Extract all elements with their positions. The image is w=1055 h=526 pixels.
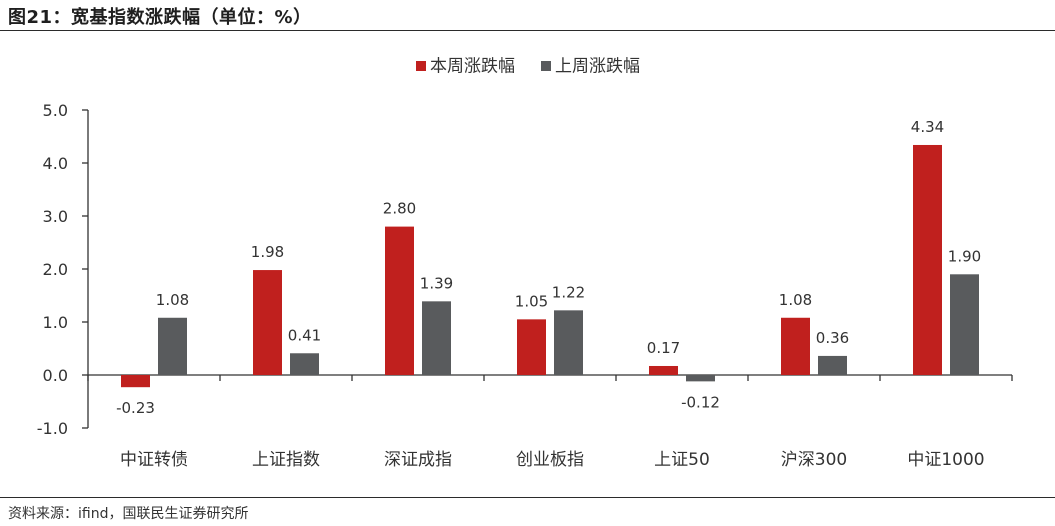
y-tick-label: 3.0 — [43, 207, 68, 226]
legend-swatch — [416, 61, 426, 71]
legend-label: 上周涨跌幅 — [555, 57, 640, 77]
bar-last-week — [686, 375, 715, 382]
bar-this-week — [649, 365, 678, 375]
data-label: -0.12 — [681, 393, 720, 411]
data-label: 1.98 — [251, 243, 284, 261]
data-label: 1.22 — [552, 283, 585, 301]
bar-this-week — [517, 319, 546, 375]
category-label: 中证转债 — [120, 450, 188, 470]
category-label: 创业板指 — [516, 450, 584, 470]
top-divider — [0, 30, 1055, 31]
data-label: 0.41 — [288, 326, 321, 344]
y-tick-label: 5.0 — [43, 101, 68, 120]
data-label: 2.80 — [383, 200, 416, 218]
data-label: 0.36 — [816, 329, 849, 347]
data-label: 4.34 — [911, 118, 944, 136]
bar-this-week — [253, 270, 282, 375]
bar-last-week — [554, 310, 583, 375]
bar-last-week — [158, 317, 187, 375]
y-tick-label: 4.0 — [43, 154, 68, 173]
category-label: 沪深300 — [781, 450, 847, 470]
data-label: 0.17 — [647, 339, 680, 357]
bar-last-week — [290, 353, 319, 375]
y-tick-label: 2.0 — [43, 260, 68, 279]
category-label: 上证指数 — [252, 450, 320, 470]
legend-label: 本周涨跌幅 — [430, 57, 515, 77]
data-label: 1.90 — [948, 247, 981, 265]
bottom-divider — [0, 497, 1055, 498]
y-tick-label: 1.0 — [43, 313, 68, 332]
bar-this-week — [121, 375, 150, 388]
figure-title: 图21：宽基指数涨跌幅（单位：%） — [8, 7, 312, 28]
bar-last-week — [818, 355, 847, 375]
bar-last-week — [422, 301, 451, 375]
y-tick-label: -1.0 — [37, 419, 68, 438]
category-label: 上证50 — [654, 450, 710, 470]
data-label: -0.23 — [116, 399, 155, 417]
data-label: 1.08 — [156, 291, 189, 309]
data-label: 1.39 — [420, 274, 453, 292]
legend-swatch — [541, 61, 551, 71]
bar-this-week — [913, 144, 942, 375]
category-label: 深证成指 — [384, 450, 452, 470]
category-label: 中证1000 — [907, 450, 984, 470]
data-label: 1.08 — [779, 291, 812, 309]
bar-this-week — [781, 317, 810, 375]
data-label: 1.05 — [515, 292, 548, 310]
y-tick-label: 0.0 — [43, 366, 68, 385]
figure-source: 资料来源：ifind，国联民生证券研究所 — [8, 506, 249, 522]
bar-this-week — [385, 226, 414, 375]
bar-last-week — [950, 274, 979, 375]
